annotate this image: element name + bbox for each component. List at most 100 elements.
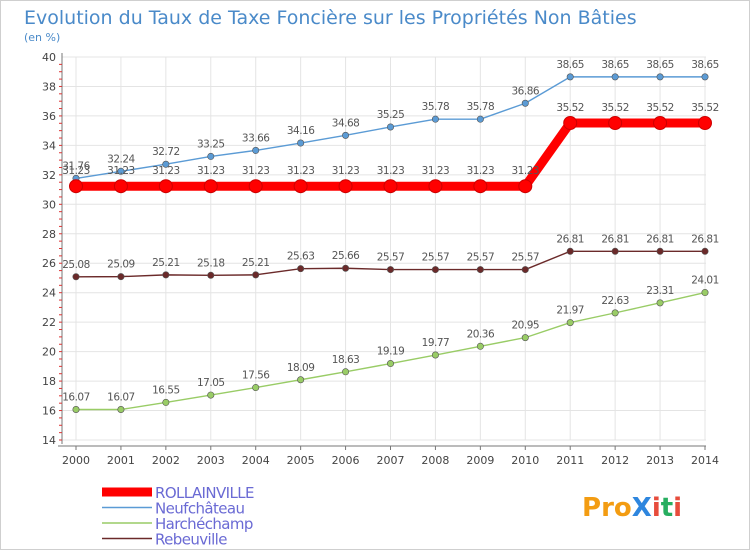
data-point [113, 179, 128, 194]
y-tick-label: 38 [42, 80, 56, 93]
data-point [566, 73, 574, 81]
data-label: 26.81 [556, 233, 584, 245]
data-label: 25.21 [242, 257, 270, 269]
x-tick-label: 2009 [466, 454, 494, 467]
data-label: 34.68 [332, 117, 360, 129]
data-point [252, 271, 260, 279]
data-label: 35.52 [646, 102, 674, 114]
data-label: 31.23 [242, 165, 270, 177]
axes: 14 16 18 20 22 24 26 28 30 32 34 36 38 40 2000 2001 2002… [42, 51, 719, 467]
data-label: 17.56 [242, 370, 270, 382]
logo-letter: P [582, 493, 601, 523]
legend-label: Rebeuville [155, 531, 227, 549]
data-point [431, 115, 439, 123]
legend-label: Harchéchamp [155, 515, 253, 533]
data-point [386, 123, 394, 131]
data-point [162, 398, 170, 406]
data-label: 34.16 [287, 125, 315, 137]
x-tick-label: 2001 [107, 454, 135, 467]
series-3: 25.08 25.09 25.21 25.18 25.21 25.63 25.66 25.57… [62, 233, 719, 281]
data-label: 22.63 [601, 295, 629, 307]
legend-label: ROLLAINVILLE [155, 484, 254, 502]
data-point [473, 179, 488, 194]
data-point [656, 247, 664, 255]
data-point [69, 179, 83, 194]
legend-item-2: Harchéchamp [102, 515, 253, 533]
data-point [342, 368, 350, 376]
data-point [563, 115, 578, 130]
data-label: 35.52 [556, 102, 584, 114]
logo-letter: i [673, 493, 682, 523]
data-point [248, 179, 263, 194]
data-point [518, 179, 533, 194]
data-label: 35.78 [422, 101, 450, 113]
series-group: 31.76 32.24 32.72 33.25 33.66 34.16 34.68 35.25… [62, 59, 719, 414]
data-point [72, 273, 80, 281]
x-tick-label: 2005 [287, 454, 315, 467]
chart-title: Evolution du Taux de Taxe Foncière sur l… [24, 7, 637, 29]
data-label: 23.31 [646, 285, 674, 297]
data-point [611, 73, 619, 81]
data-point [476, 115, 484, 123]
data-point [117, 406, 125, 414]
y-tick-label: 36 [42, 110, 56, 123]
data-point [431, 266, 439, 274]
data-label: 35.78 [467, 101, 495, 113]
data-label: 35.25 [377, 109, 405, 121]
x-tick-label: 2014 [691, 454, 719, 467]
data-point [386, 360, 394, 368]
data-label: 20.36 [467, 328, 495, 340]
logo-letter: o [614, 493, 632, 523]
data-point [698, 115, 712, 130]
data-label: 31.23 [422, 165, 450, 177]
data-point [653, 115, 668, 130]
data-label: 25.66 [332, 250, 360, 262]
data-label: 25.63 [287, 251, 315, 263]
data-label: 35.52 [601, 102, 629, 114]
x-tick-label: 2010 [511, 454, 539, 467]
data-label: 26.81 [691, 233, 719, 245]
x-tick-label: 2012 [601, 454, 629, 467]
x-tick-label: 2008 [421, 454, 449, 467]
data-label: 31.23 [107, 165, 135, 177]
series-0: 31.23 31.23 31.23 31.23 31.23 31.23 31.23 31.23… [62, 102, 719, 194]
data-point [297, 139, 305, 147]
data-point [701, 73, 709, 81]
data-point [656, 73, 664, 81]
data-label: 24.01 [691, 275, 719, 287]
data-label: 35.52 [691, 102, 719, 114]
data-label: 25.18 [197, 257, 225, 269]
data-label: 18.09 [287, 362, 315, 374]
data-point [656, 299, 664, 307]
y-tick-label: 20 [42, 346, 56, 359]
x-tick-label: 2006 [332, 454, 360, 467]
y-tick-label: 16 [42, 405, 56, 418]
data-label: 26.81 [646, 233, 674, 245]
data-label: 32.24 [107, 153, 135, 165]
proxiti-logo: ProXiti [582, 493, 682, 523]
y-tick-label: 18 [42, 375, 56, 388]
data-label: 25.57 [377, 252, 405, 264]
data-point [203, 179, 218, 194]
data-label: 31.76 [62, 160, 90, 172]
data-point [608, 115, 623, 130]
data-label: 25.57 [467, 252, 495, 264]
data-point [521, 266, 529, 274]
data-label: 19.19 [377, 346, 405, 358]
x-tick-label: 2004 [242, 454, 270, 467]
data-label: 25.09 [107, 259, 135, 271]
data-point [342, 264, 350, 272]
data-point [207, 391, 215, 399]
data-point [701, 247, 709, 255]
data-label: 25.57 [422, 252, 450, 264]
x-tick-label: 2007 [377, 454, 405, 467]
y-tick-label: 26 [42, 257, 56, 270]
data-label: 31.23 [62, 165, 90, 177]
data-label: 38.65 [691, 59, 719, 71]
y-tick-label: 28 [42, 228, 56, 241]
data-point [117, 273, 125, 281]
data-label: 19.77 [422, 337, 450, 349]
data-label: 31.23 [377, 165, 405, 177]
data-point [701, 289, 709, 297]
